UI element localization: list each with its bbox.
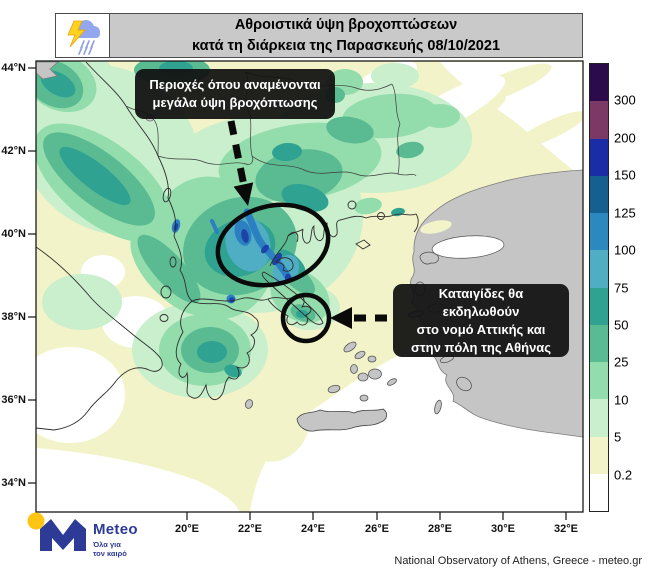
colorbar-segment xyxy=(590,362,608,400)
storm-icon-box xyxy=(56,14,110,57)
marmara-sea xyxy=(431,235,505,259)
y-tick-label: 40°N xyxy=(1,228,26,240)
x-tick-label: 28°E xyxy=(428,523,452,535)
y-tick-label: 42°N xyxy=(1,145,26,157)
colorbar-label: 25 xyxy=(614,354,629,370)
colorbar-segment xyxy=(590,213,608,251)
logo-tagline-line2: τον καιρό xyxy=(93,549,127,558)
colorbar-label: 200 xyxy=(614,130,636,146)
x-tick-label: 20°E xyxy=(175,523,199,535)
annotation-box2-line1: Καταιγίδες θα εκδηλωθούν xyxy=(438,285,524,319)
colorbar-segment xyxy=(590,138,608,176)
y-tick-label: 34°N xyxy=(1,477,26,489)
arrow-2-head xyxy=(330,307,352,329)
axis-tick-marks xyxy=(28,67,567,520)
colorbar-label: 5 xyxy=(614,429,622,445)
attribution-text: National Observatory of Athens, Greece -… xyxy=(394,555,642,567)
colorbar-segment xyxy=(590,473,608,511)
thrace-coast-patch xyxy=(420,220,452,234)
colorbar-label: 300 xyxy=(614,92,636,108)
logo-m-icon xyxy=(40,519,86,551)
colorbar-label: 150 xyxy=(614,167,636,183)
logo-brand-text: Meteo xyxy=(93,521,138,538)
annotation-box-athens-storms: Καταιγίδες θα εκδηλωθούν στο νομό Αττική… xyxy=(393,284,569,357)
heavy-rain-ellipse-marker xyxy=(215,202,331,288)
annotation-box1-line2: μεγάλα ύψη βροχόπτωσης xyxy=(152,95,318,110)
x-tick-label: 30°E xyxy=(491,523,515,535)
crete-island xyxy=(296,408,387,432)
colorbar-segment xyxy=(590,250,608,288)
annotation-box1-line1: Περιοχές όπου αναμένονται xyxy=(149,77,321,92)
x-tick-label: 24°E xyxy=(301,523,325,535)
colorbar-segment xyxy=(590,175,608,213)
y-tick-label: 38°N xyxy=(1,311,26,323)
colorbar-segment xyxy=(590,287,608,325)
colorbar-label: 0.2 xyxy=(614,467,633,483)
annotation-box2-line3: στην πόλη της Αθήνας xyxy=(410,339,552,355)
x-tick-label: 32°E xyxy=(554,523,578,535)
colorbar-label: 75 xyxy=(614,280,629,295)
page-title: Αθροιστικά ύψη βροχοπτώσεων κατά τη διάρ… xyxy=(110,14,582,57)
rain-level-150-cores xyxy=(173,223,291,303)
colorbar-segment xyxy=(590,436,608,474)
x-tick-label: 26°E xyxy=(365,523,389,535)
logo-dot xyxy=(27,512,45,530)
y-tick-label: 36°N xyxy=(1,394,26,406)
logo-tagline: Όλα για τον καιρό xyxy=(93,540,138,558)
annotation-box2-line2: στο νομό Αττικής και xyxy=(416,321,546,337)
colorbar-segment xyxy=(590,399,608,437)
storm-cloud-lightning-rain-icon xyxy=(66,19,100,55)
colorbar-label: 125 xyxy=(614,205,636,221)
colorbar-scale xyxy=(589,63,609,512)
meteo-logo-mark xyxy=(27,512,86,551)
arrow-1-head xyxy=(233,182,254,206)
logo-tagline-line1: Όλα για xyxy=(93,540,121,549)
title-bar: Αθροιστικά ύψη βροχοπτώσεων κατά τη διάρ… xyxy=(55,13,583,58)
colorbar-label: 50 xyxy=(614,317,629,333)
annotation-markers xyxy=(215,120,394,344)
rain-streaks-icon xyxy=(77,39,95,55)
colorbar-segment xyxy=(590,324,608,362)
colorbar-label: 10 xyxy=(614,392,629,408)
colorbar-segment xyxy=(590,64,608,102)
map-border xyxy=(35,60,584,513)
meteo-logo: Meteo Όλα για τον καιρό xyxy=(24,510,184,565)
title-line-2: κατά τη διάρκεια της Παρασκευής 08/10/20… xyxy=(191,37,501,54)
colorbar-label: 100 xyxy=(614,242,636,258)
annotation-box-heavy-rain: Περιοχές όπου αναμένονται μεγάλα ύψη βρο… xyxy=(135,69,335,119)
colorbar-segment xyxy=(590,101,608,139)
attica-circle-marker xyxy=(280,292,332,344)
title-line-1: Αθροιστικά ύψη βροχοπτώσεων xyxy=(234,16,458,33)
lightning-bolt-icon xyxy=(66,20,86,47)
arrow-1-dashes xyxy=(227,120,248,187)
x-tick-label: 22°E xyxy=(238,523,262,535)
y-tick-label: 44°N xyxy=(1,62,26,74)
